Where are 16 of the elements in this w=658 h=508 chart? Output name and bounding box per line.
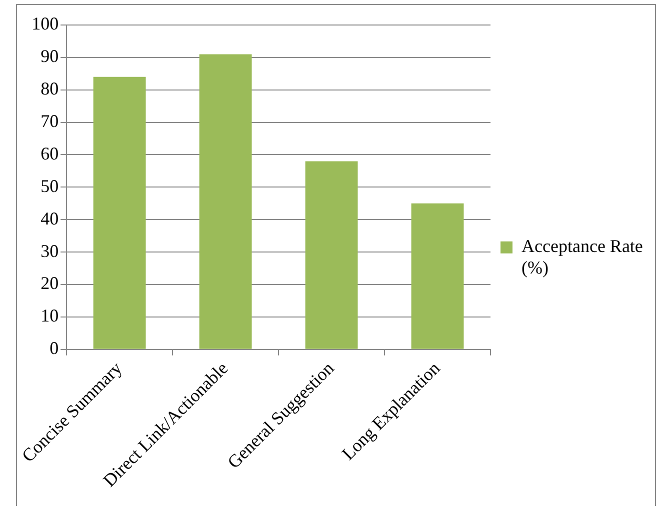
bar xyxy=(199,54,252,349)
y-tick-label: 90 xyxy=(40,46,59,66)
y-tick-label: 30 xyxy=(40,240,59,261)
bar xyxy=(305,161,358,349)
bar xyxy=(93,76,146,349)
legend-label: Acceptance Rate (%) xyxy=(522,236,643,278)
y-tick-label: 50 xyxy=(40,176,59,196)
y-tick-label: 10 xyxy=(40,306,59,326)
y-tick-label: 60 xyxy=(40,143,59,164)
y-tick-label: 0 xyxy=(50,338,59,358)
bar xyxy=(411,203,464,349)
y-tick-label: 70 xyxy=(40,111,59,132)
y-tick-label: 100 xyxy=(32,14,59,34)
y-tick-label: 80 xyxy=(40,78,59,99)
y-tick-label: 40 xyxy=(40,208,59,228)
y-tick-label: 20 xyxy=(40,273,59,294)
